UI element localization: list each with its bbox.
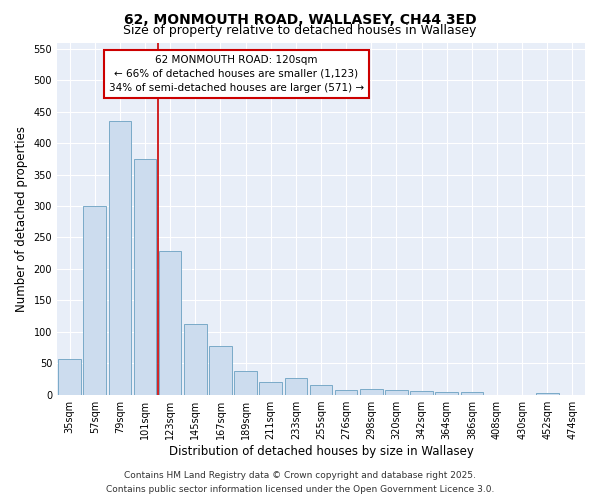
Text: Size of property relative to detached houses in Wallasey: Size of property relative to detached ho… — [124, 24, 476, 37]
Bar — [335, 390, 358, 394]
Bar — [83, 206, 106, 394]
Bar — [58, 358, 81, 394]
Text: 62, MONMOUTH ROAD, WALLASEY, CH44 3ED: 62, MONMOUTH ROAD, WALLASEY, CH44 3ED — [124, 12, 476, 26]
Bar — [184, 324, 206, 394]
Bar — [536, 392, 559, 394]
X-axis label: Distribution of detached houses by size in Wallasey: Distribution of detached houses by size … — [169, 444, 473, 458]
Bar — [234, 372, 257, 394]
Bar — [159, 251, 181, 394]
Bar — [410, 392, 433, 394]
Y-axis label: Number of detached properties: Number of detached properties — [15, 126, 28, 312]
Text: Contains HM Land Registry data © Crown copyright and database right 2025.
Contai: Contains HM Land Registry data © Crown c… — [106, 472, 494, 494]
Bar — [310, 385, 332, 394]
Text: 62 MONMOUTH ROAD: 120sqm
← 66% of detached houses are smaller (1,123)
34% of sem: 62 MONMOUTH ROAD: 120sqm ← 66% of detach… — [109, 55, 364, 93]
Bar — [360, 389, 383, 394]
Bar — [259, 382, 282, 394]
Bar — [109, 121, 131, 394]
Bar — [284, 378, 307, 394]
Bar — [436, 392, 458, 394]
Bar — [385, 390, 408, 394]
Bar — [134, 159, 157, 394]
Bar — [461, 392, 483, 394]
Bar — [209, 346, 232, 395]
